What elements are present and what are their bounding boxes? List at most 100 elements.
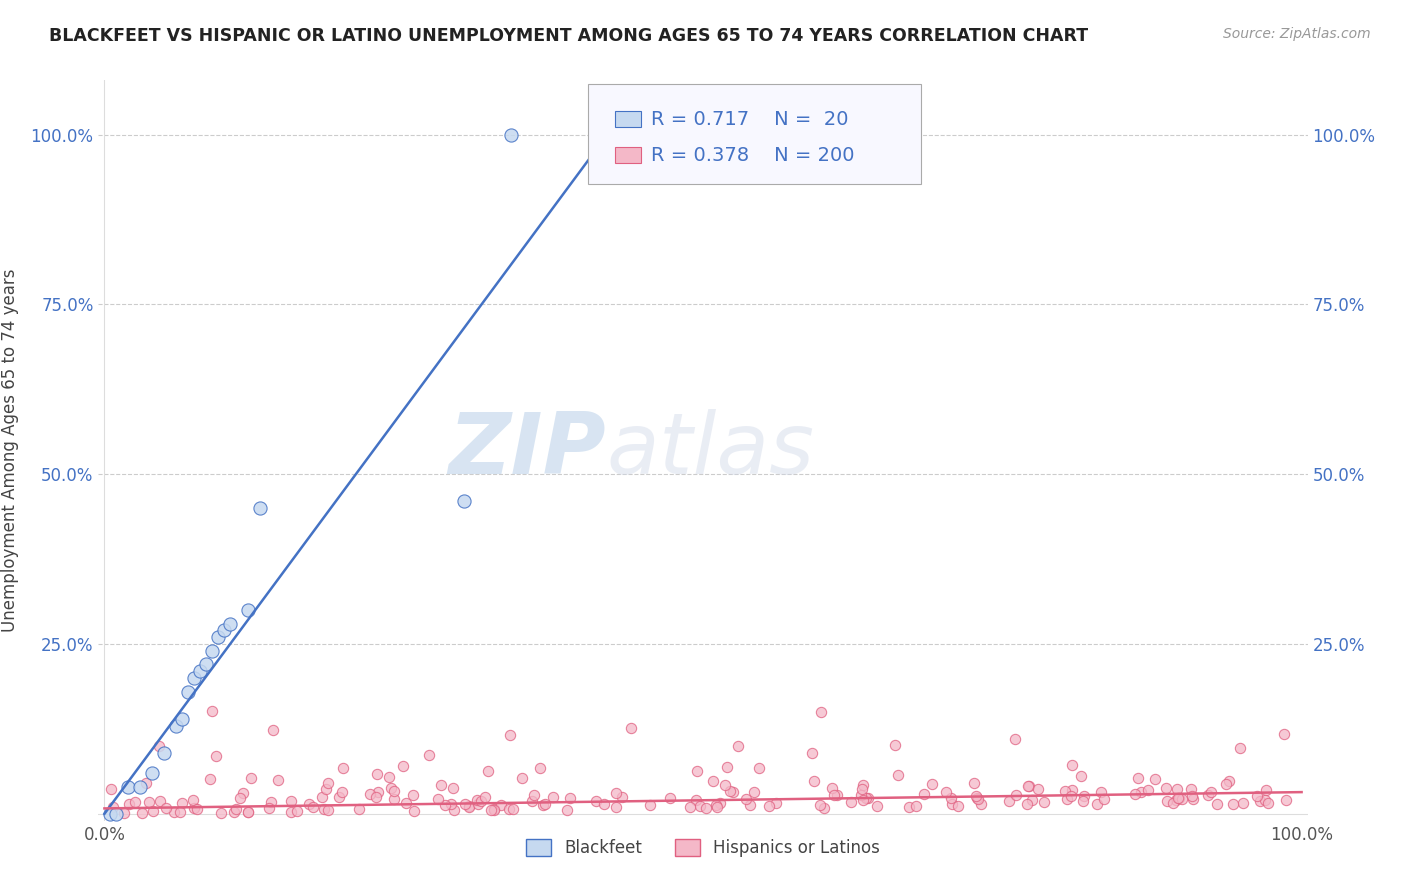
- Point: [967, 791, 990, 805]
- Point: [1018, 779, 1040, 793]
- Point: [512, 771, 534, 785]
- Point: [1143, 772, 1166, 787]
- Point: [105, 806, 128, 821]
- Point: [149, 794, 172, 808]
- Point: [1136, 783, 1159, 797]
- Text: ZIP: ZIP: [449, 409, 606, 492]
- Point: [225, 802, 247, 816]
- FancyBboxPatch shape: [588, 84, 921, 184]
- Point: [280, 805, 302, 819]
- Point: [810, 706, 832, 720]
- Text: atlas: atlas: [606, 409, 814, 492]
- Point: [232, 786, 254, 800]
- Point: [1004, 731, 1026, 746]
- Point: [395, 797, 418, 811]
- Point: [316, 776, 339, 790]
- Point: [118, 797, 141, 811]
- Point: [239, 771, 262, 785]
- Point: [366, 766, 388, 780]
- Point: [855, 791, 877, 805]
- Point: [813, 800, 835, 814]
- Text: R = 0.378    N = 200: R = 0.378 N = 200: [651, 145, 855, 165]
- Point: [200, 772, 222, 787]
- Point: [803, 773, 825, 788]
- Point: [912, 787, 935, 801]
- Point: [201, 704, 224, 718]
- Point: [1218, 774, 1240, 789]
- Point: [453, 494, 475, 508]
- Point: [1026, 781, 1049, 796]
- Point: [1156, 780, 1178, 795]
- Point: [402, 788, 425, 802]
- Point: [280, 794, 302, 808]
- Point: [467, 797, 489, 811]
- Point: [1206, 797, 1229, 811]
- Point: [904, 798, 927, 813]
- Point: [1274, 727, 1296, 741]
- Point: [177, 684, 200, 698]
- Point: [236, 603, 259, 617]
- Point: [851, 782, 873, 797]
- Point: [1197, 788, 1219, 802]
- Point: [153, 746, 176, 760]
- Point: [100, 806, 122, 821]
- Point: [142, 804, 165, 818]
- Point: [1167, 791, 1189, 805]
- Point: [970, 797, 993, 812]
- Text: BLACKFEET VS HISPANIC OR LATINO UNEMPLOYMENT AMONG AGES 65 TO 74 YEARS CORRELATI: BLACKFEET VS HISPANIC OR LATINO UNEMPLOY…: [49, 27, 1088, 45]
- Point: [382, 792, 405, 806]
- Point: [709, 796, 731, 810]
- Point: [529, 761, 551, 775]
- Point: [839, 796, 862, 810]
- Point: [1017, 780, 1039, 794]
- Point: [1062, 783, 1084, 797]
- Point: [382, 784, 405, 798]
- Point: [378, 770, 401, 784]
- Point: [557, 803, 579, 817]
- Point: [533, 797, 555, 811]
- Point: [364, 790, 387, 805]
- Point: [188, 664, 211, 678]
- Point: [1181, 789, 1204, 803]
- Point: [1130, 785, 1153, 799]
- Point: [330, 784, 353, 798]
- Point: [1229, 741, 1251, 756]
- Point: [112, 806, 135, 821]
- Point: [738, 797, 761, 812]
- Point: [502, 802, 524, 816]
- Point: [117, 780, 139, 794]
- Point: [404, 804, 426, 818]
- Point: [328, 790, 350, 805]
- Point: [851, 788, 873, 802]
- Point: [392, 759, 415, 773]
- Point: [686, 764, 709, 779]
- Point: [1166, 782, 1188, 797]
- Point: [886, 768, 908, 782]
- Point: [163, 805, 186, 819]
- Point: [169, 805, 191, 819]
- Point: [302, 800, 325, 814]
- Point: [685, 793, 707, 807]
- Point: [605, 786, 627, 800]
- Point: [453, 797, 475, 811]
- Point: [479, 803, 502, 817]
- Point: [966, 791, 988, 805]
- Point: [183, 671, 205, 685]
- Point: [1161, 796, 1184, 810]
- Point: [1056, 792, 1078, 806]
- Point: [100, 782, 122, 797]
- Point: [172, 712, 194, 726]
- Point: [201, 644, 224, 658]
- Point: [758, 798, 780, 813]
- Point: [195, 657, 218, 672]
- Point: [1060, 789, 1083, 803]
- Point: [359, 787, 381, 801]
- Point: [800, 746, 823, 760]
- Point: [1222, 797, 1244, 811]
- Point: [482, 802, 505, 816]
- Point: [1033, 796, 1056, 810]
- Point: [1156, 794, 1178, 808]
- Point: [962, 775, 984, 789]
- Point: [702, 774, 724, 789]
- Point: [1232, 796, 1254, 810]
